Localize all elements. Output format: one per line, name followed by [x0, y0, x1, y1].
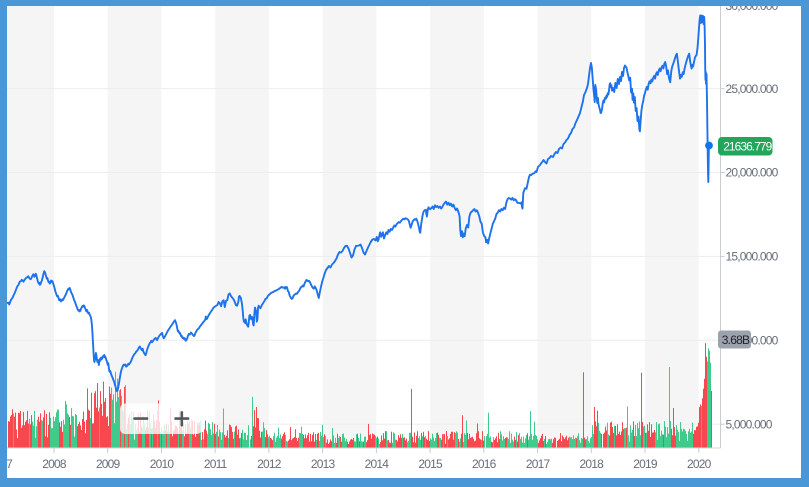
svg-text:2015: 2015 — [418, 457, 443, 471]
svg-text:2020: 2020 — [687, 457, 712, 471]
svg-text:21636.779: 21636.779 — [723, 140, 772, 154]
svg-text:2017: 2017 — [526, 457, 551, 471]
svg-text:2012: 2012 — [257, 457, 282, 471]
svg-text:5,000.000: 5,000.000 — [726, 417, 773, 431]
svg-text:2011: 2011 — [204, 457, 228, 471]
svg-text:2014: 2014 — [365, 457, 390, 471]
svg-text:3.68B: 3.68B — [722, 333, 750, 347]
svg-text:2016: 2016 — [472, 457, 497, 471]
svg-text:2009: 2009 — [96, 457, 121, 471]
svg-text:15,000.000: 15,000.000 — [726, 250, 779, 264]
svg-text:2010: 2010 — [150, 457, 175, 471]
svg-text:2018: 2018 — [580, 457, 605, 471]
svg-text:2008: 2008 — [42, 457, 67, 471]
svg-text:25,000.000: 25,000.000 — [726, 82, 779, 96]
svg-text:2013: 2013 — [311, 457, 336, 471]
svg-text:2019: 2019 — [633, 457, 658, 471]
svg-text:20,000.000: 20,000.000 — [726, 166, 779, 180]
